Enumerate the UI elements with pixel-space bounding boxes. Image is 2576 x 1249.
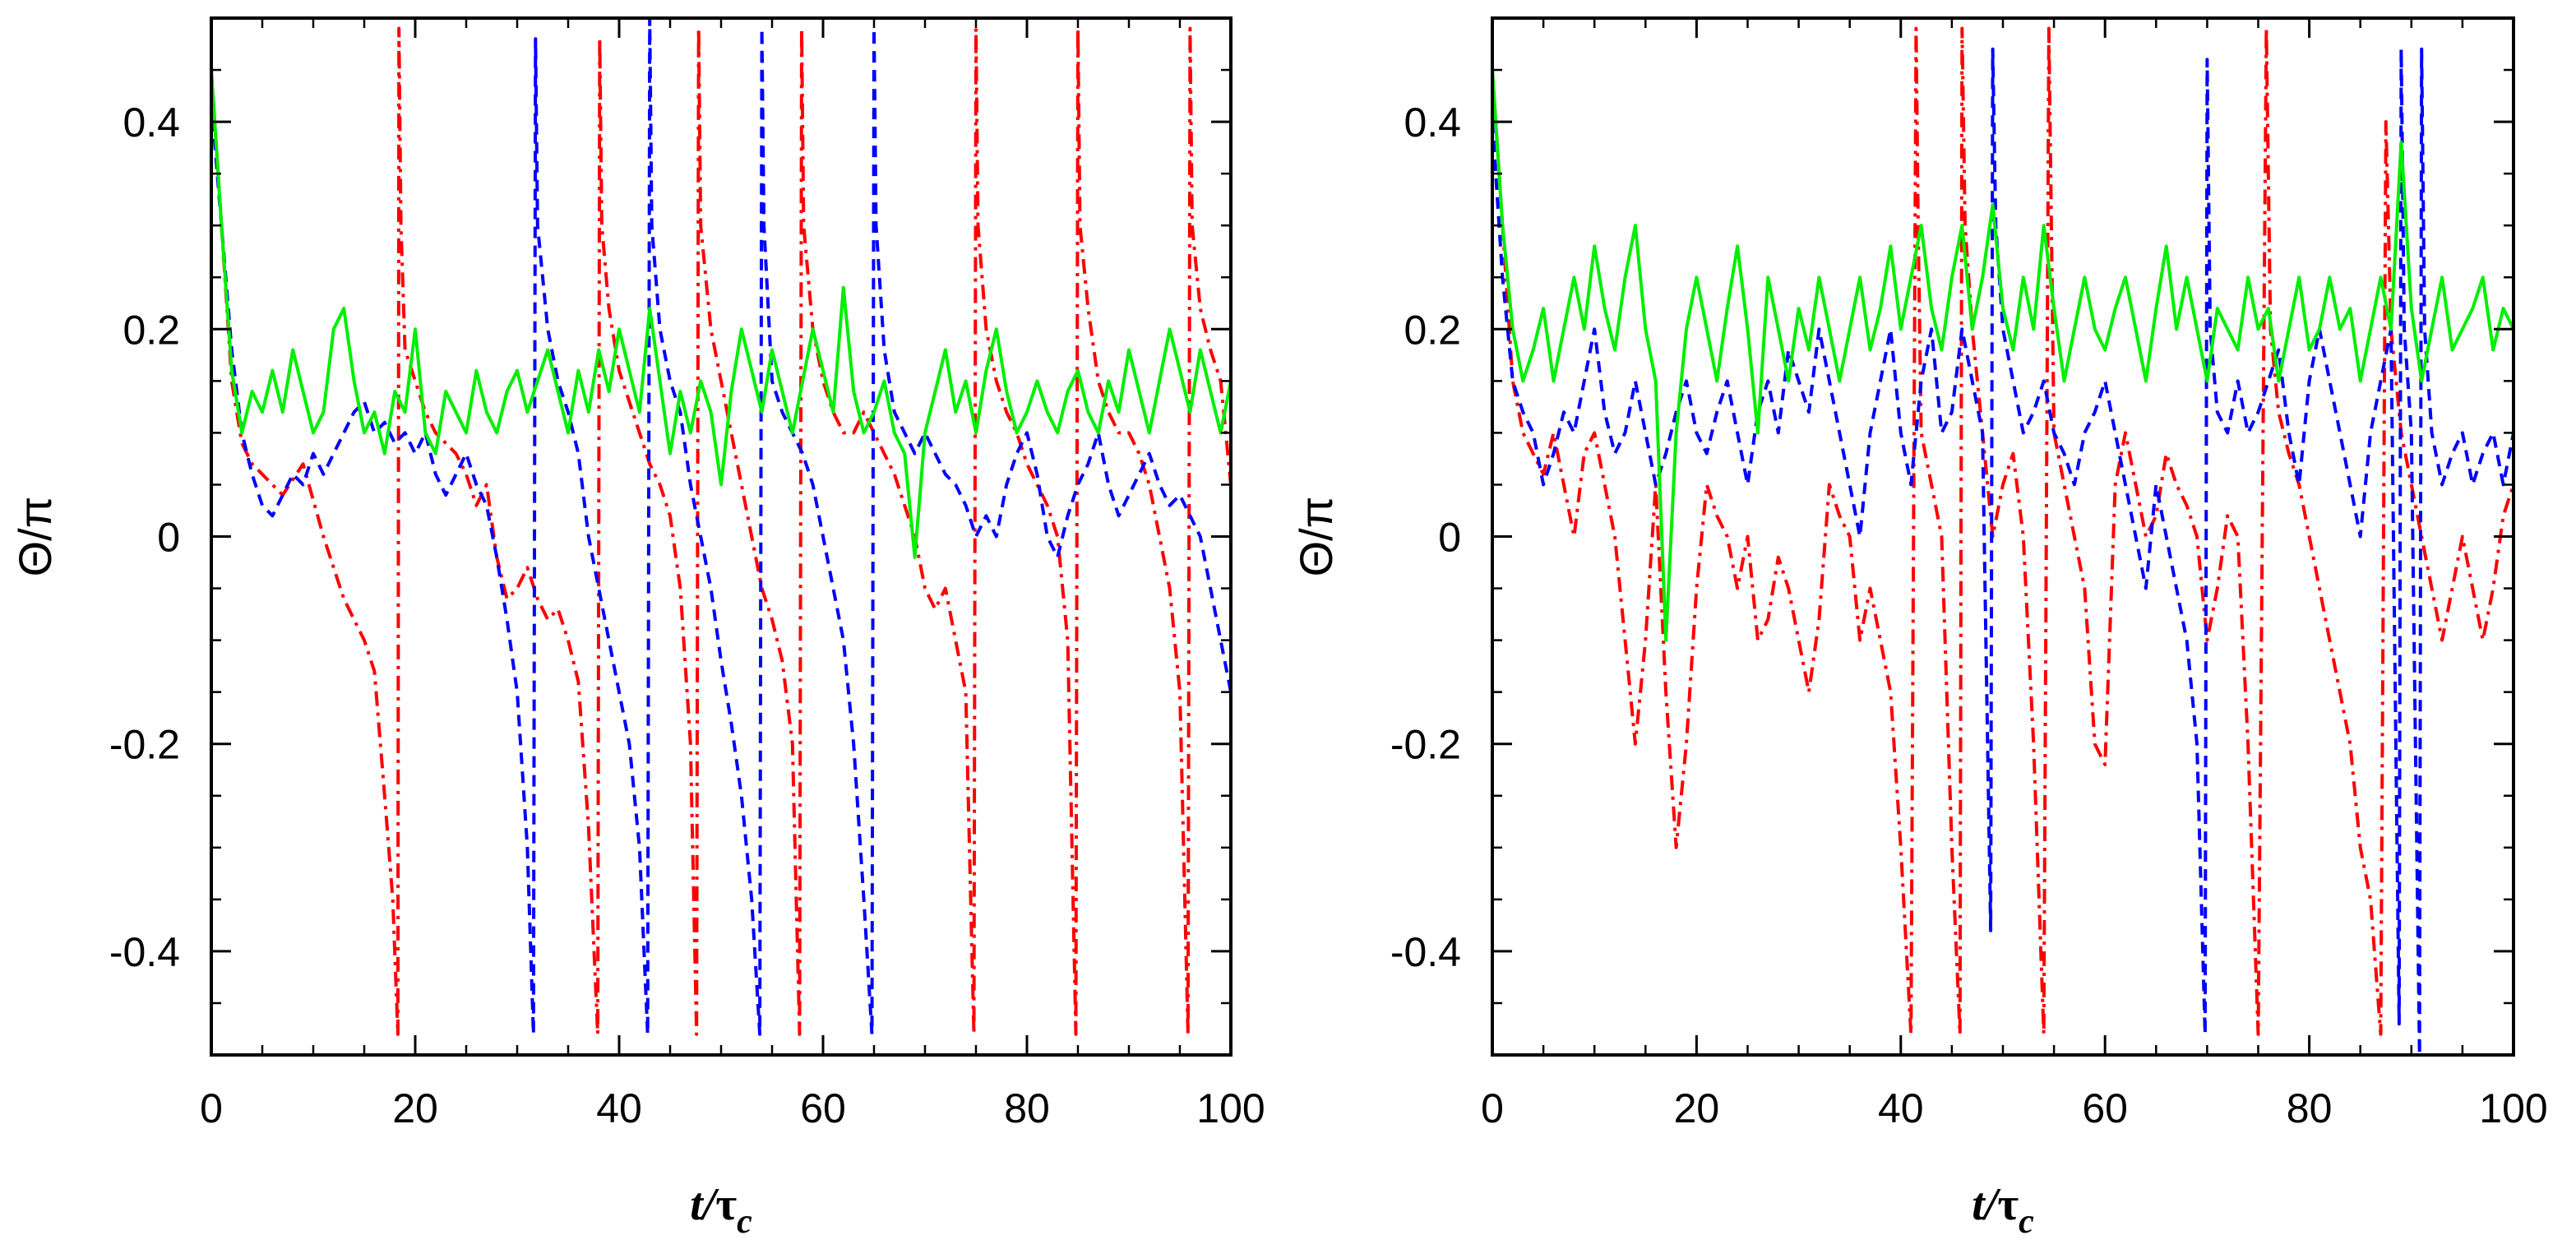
x-axis-label-var: t bbox=[1972, 1179, 1986, 1230]
y-tick-label: -0.4 bbox=[109, 929, 180, 975]
y-tick-label: -0.2 bbox=[109, 722, 180, 768]
right-panel: 0 20 40 60 80 100 -0.4 -0.2 0 0.2 0.4 Θ/π t/τc bbox=[1290, 16, 2548, 1241]
y-tick-label: 0.2 bbox=[1404, 307, 1461, 353]
x-tick-label: 80 bbox=[1004, 1085, 1050, 1131]
y-axis-label: Θ/π bbox=[9, 497, 61, 577]
series-line-dashdot bbox=[211, 26, 1231, 1036]
x-tick-label: 40 bbox=[1878, 1085, 1924, 1131]
x-tick-label: 100 bbox=[2479, 1085, 2547, 1131]
y-tick-label: 0 bbox=[157, 515, 180, 561]
y-tick-label: -0.2 bbox=[1390, 722, 1461, 768]
x-axis-label-var: t bbox=[690, 1179, 704, 1230]
x-tick-label: 100 bbox=[1196, 1085, 1265, 1131]
left-panel: 0 20 40 60 80 100 -0.4 -0.2 0 0.2 0.4 Θ/π t/τc bbox=[9, 16, 1265, 1241]
series-group bbox=[1492, 26, 2514, 1055]
y-tick-label: 0.4 bbox=[123, 99, 180, 146]
series-line-solid bbox=[1492, 69, 2514, 642]
x-axis-label-sub: c bbox=[2019, 1203, 2034, 1241]
x-tick-label: 20 bbox=[1674, 1085, 1720, 1131]
series-line-dashed bbox=[1492, 47, 2514, 1055]
x-tick-label: 80 bbox=[2287, 1085, 2333, 1131]
x-axis-label: t/τc bbox=[1972, 1179, 2034, 1241]
y-tick-label: 0 bbox=[1438, 515, 1461, 561]
x-tick-label: 60 bbox=[2082, 1085, 2128, 1131]
y-tick-label: 0.2 bbox=[123, 307, 180, 353]
x-axis-label-sym: τ bbox=[715, 1179, 737, 1230]
x-axis-label-sym: τ bbox=[1997, 1179, 2019, 1230]
x-tick-label: 20 bbox=[392, 1085, 438, 1131]
series-line-solid bbox=[211, 69, 1231, 559]
series-group bbox=[211, 18, 1231, 1036]
series-line-dashdot bbox=[1492, 26, 2514, 1036]
y-axis-label: Θ/π bbox=[1290, 497, 1342, 577]
y-tick-label: -0.4 bbox=[1390, 929, 1461, 975]
x-tick-label: 0 bbox=[1481, 1085, 1504, 1131]
x-tick-label: 0 bbox=[200, 1085, 223, 1131]
x-tick-label: 40 bbox=[596, 1085, 642, 1131]
x-axis-label: t/τc bbox=[690, 1179, 752, 1241]
x-axis-label-sub: c bbox=[737, 1203, 752, 1241]
x-tick-label: 60 bbox=[800, 1085, 846, 1131]
y-tick-label: 0.4 bbox=[1404, 99, 1461, 146]
